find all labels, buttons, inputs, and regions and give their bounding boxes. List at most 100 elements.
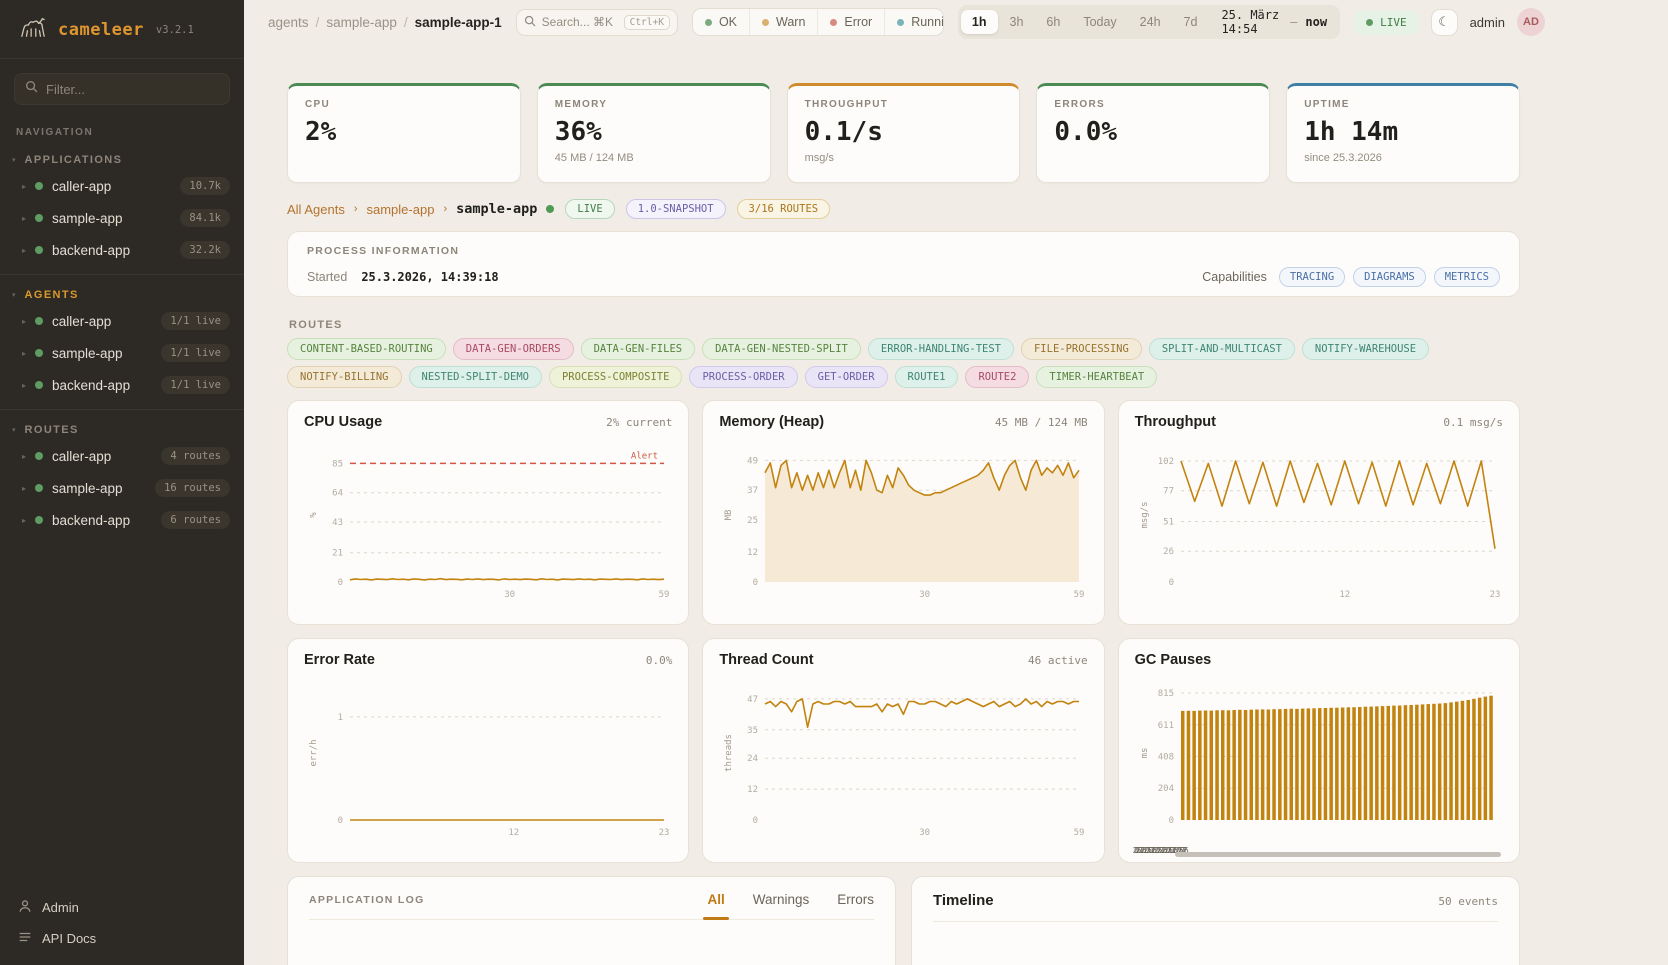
chevron-right-icon: ▸ xyxy=(22,515,27,525)
time-display[interactable]: 25. März 14:54 — now xyxy=(1209,8,1337,36)
sidebar-section-header[interactable]: ▾ ROUTES xyxy=(0,416,244,440)
sidebar-item[interactable]: ▸ backend-app 6 routes xyxy=(0,504,244,536)
svg-text:%: % xyxy=(309,512,319,518)
sidebar-item-badge: 32.2k xyxy=(180,241,230,259)
route-tag[interactable]: GET-ORDER xyxy=(804,366,888,388)
agent-breadcrumb-link[interactable]: All Agents xyxy=(287,201,345,217)
route-tag[interactable]: ROUTE1 xyxy=(894,366,959,388)
time-range-today[interactable]: Today xyxy=(1083,15,1117,29)
breadcrumb-item[interactable]: sample-app-1 xyxy=(414,14,502,30)
logo-row: cameleer v3.2.1 xyxy=(0,0,244,59)
status-filter[interactable]: Running xyxy=(884,9,943,35)
sidebar-item[interactable]: ▸ sample-app 16 routes xyxy=(0,472,244,504)
svg-text:0: 0 xyxy=(753,578,758,588)
route-tag[interactable]: CONTENT-BASED-ROUTING xyxy=(287,338,446,360)
breadcrumb-item[interactable]: sample-app xyxy=(326,14,397,30)
sidebar-item[interactable]: ▸ sample-app 84.1k xyxy=(0,202,244,234)
status-dot-icon xyxy=(762,18,769,26)
svg-text:25: 25 xyxy=(747,516,758,526)
dark-mode-toggle[interactable]: ☾ xyxy=(1430,8,1458,36)
search-shortcut-kbd: Ctrl+K xyxy=(623,14,670,30)
route-tag[interactable]: NOTIFY-WAREHOUSE xyxy=(1301,338,1430,360)
status-dot xyxy=(35,484,44,492)
route-tag[interactable]: DATA-GEN-FILES xyxy=(580,338,696,360)
sidebar-item[interactable]: ▸ caller-app 10.7k xyxy=(0,170,244,202)
svg-text:12: 12 xyxy=(508,828,519,838)
status-dot xyxy=(35,214,44,222)
agent-breadcrumb-separator: › xyxy=(353,203,358,215)
svg-text:12: 12 xyxy=(1339,590,1350,600)
route-tag[interactable]: SPLIT-AND-MULTICAST xyxy=(1148,338,1295,360)
sidebar-footer: Admin API Docs xyxy=(0,884,244,965)
sidebar-item-api-docs[interactable]: API Docs xyxy=(18,930,226,947)
chart-title: Throughput xyxy=(1134,414,1216,430)
gc-x-axis-labels: 2025032520250325202503252025032520250325 xyxy=(1132,846,1189,855)
route-tag[interactable]: DATA-GEN-ORDERS xyxy=(452,338,574,360)
sidebar-filter[interactable] xyxy=(14,73,230,105)
stat-value: 36% xyxy=(554,117,602,147)
capabilities-label: Capabilities xyxy=(1202,270,1267,284)
time-range-3h[interactable]: 3h xyxy=(1009,15,1024,29)
stat-subtext: msg/s xyxy=(804,152,834,164)
tab-warnings[interactable]: Warnings xyxy=(752,892,810,907)
search-icon xyxy=(25,80,38,98)
chart-plot: 0 1 12 23 err/h xyxy=(309,713,669,838)
chart-panel: Throughput 0.1 msg/s 0 26 51 77 102 12 23 msg/s xyxy=(1117,400,1520,625)
gc-chart-scrollbar[interactable] xyxy=(1174,852,1501,857)
sidebar-item[interactable]: ▸ caller-app 1/1 live xyxy=(0,305,244,337)
live-badge[interactable]: LIVE xyxy=(1354,9,1419,35)
time-range-7d[interactable]: 7d xyxy=(1183,15,1198,29)
route-tag[interactable]: DATA-GEN-NESTED-SPLIT xyxy=(702,338,861,360)
route-tag[interactable]: PROCESS-COMPOSITE xyxy=(548,366,683,388)
sidebar-section: ▾ APPLICATIONS ▸ caller-app 10.7k ▸ samp… xyxy=(0,140,244,274)
route-tag[interactable]: PROCESS-ORDER xyxy=(689,366,798,388)
tab-errors[interactable]: Errors xyxy=(837,892,874,907)
sidebar-item-admin[interactable]: Admin xyxy=(18,899,226,916)
time-range-6h[interactable]: 6h xyxy=(1046,15,1061,29)
svg-text:threads: threads xyxy=(724,734,734,772)
nav-sections: ▾ APPLICATIONS ▸ caller-app 10.7k ▸ samp… xyxy=(0,140,244,544)
filter-input[interactable] xyxy=(46,81,219,97)
search-input[interactable]: Search... ⌘K Ctrl+K xyxy=(515,8,678,36)
sidebar-item-badge: 1/1 live xyxy=(161,344,230,362)
application-log-title: APPLICATION LOG xyxy=(309,893,425,906)
breadcrumb-item[interactable]: agents xyxy=(268,14,309,30)
sidebar-item[interactable]: ▸ backend-app 32.2k xyxy=(0,234,244,266)
status-filter[interactable]: Error xyxy=(817,9,884,35)
agent-breadcrumb-separator: › xyxy=(443,203,448,215)
route-tag[interactable]: ERROR-HANDLING-TEST xyxy=(867,338,1014,360)
chart-title: CPU Usage xyxy=(304,414,383,430)
process-info-title: PROCESS INFORMATION xyxy=(307,245,460,257)
sidebar-section-header[interactable]: ▾ AGENTS xyxy=(0,281,244,305)
sidebar-item-badge: 84.1k xyxy=(180,209,230,227)
route-tag[interactable]: NOTIFY-BILLING xyxy=(287,366,402,388)
time-range-1h[interactable]: 1h xyxy=(960,10,998,34)
main-content: CPU 2% MEMORY 36% 45 MB / 124 MB THROUGH… xyxy=(244,44,1668,965)
sidebar-item-badge: 6 routes xyxy=(161,511,230,529)
route-tag[interactable]: FILE-PROCESSING xyxy=(1020,338,1142,360)
route-tag[interactable]: ROUTE2 xyxy=(965,366,1030,388)
svg-text:1: 1 xyxy=(338,713,343,723)
avatar[interactable]: AD xyxy=(1517,8,1545,36)
time-range-24h[interactable]: 24h xyxy=(1139,15,1161,29)
route-tag[interactable]: NESTED-SPLIT-DEMO xyxy=(408,366,542,388)
agent-breadcrumb-link[interactable]: sample-app xyxy=(366,201,435,217)
route-tag[interactable]: TIMER-HEARTBEAT xyxy=(1036,366,1158,388)
application-log-panel: APPLICATION LOG All Warnings Errors xyxy=(287,876,896,965)
sidebar-section-header[interactable]: ▾ APPLICATIONS xyxy=(0,146,244,170)
svg-text:12: 12 xyxy=(747,548,758,558)
chart-panel: Memory (Heap) 45 MB / 124 MB 0 12 25 37 49 30… xyxy=(702,400,1105,625)
svg-text:24: 24 xyxy=(747,754,758,764)
status-filter[interactable]: OK xyxy=(693,9,749,35)
chart-header-value: 2% current xyxy=(606,416,673,429)
tab-all[interactable]: All xyxy=(703,892,730,920)
sidebar-item[interactable]: ▸ backend-app 1/1 live xyxy=(0,369,244,401)
chart-header-value: 46 active xyxy=(1028,654,1088,667)
capability-badge: TRACING xyxy=(1278,267,1346,287)
route-tags: CONTENT-BASED-ROUTING DATA-GEN-ORDERS DATA… xyxy=(287,338,1520,388)
sidebar-item[interactable]: ▸ sample-app 1/1 live xyxy=(0,337,244,369)
sidebar-item-badge: 10.7k xyxy=(180,177,230,195)
sidebar-item[interactable]: ▸ caller-app 4 routes xyxy=(0,440,244,472)
chart-plot: 0 12 24 35 47 30 59 threads xyxy=(724,695,1084,838)
status-filter[interactable]: Warn xyxy=(749,9,817,35)
